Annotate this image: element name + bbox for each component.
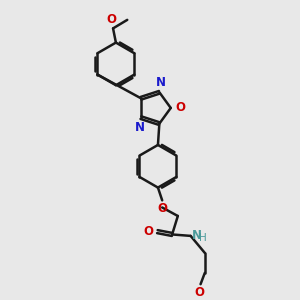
Text: H: H — [199, 233, 206, 243]
Text: O: O — [176, 101, 186, 115]
Text: N: N — [156, 76, 166, 89]
Text: N: N — [134, 121, 145, 134]
Text: N: N — [192, 229, 202, 242]
Text: O: O — [195, 286, 205, 298]
Text: O: O — [143, 225, 153, 238]
Text: O: O — [106, 14, 117, 26]
Text: O: O — [157, 202, 167, 215]
